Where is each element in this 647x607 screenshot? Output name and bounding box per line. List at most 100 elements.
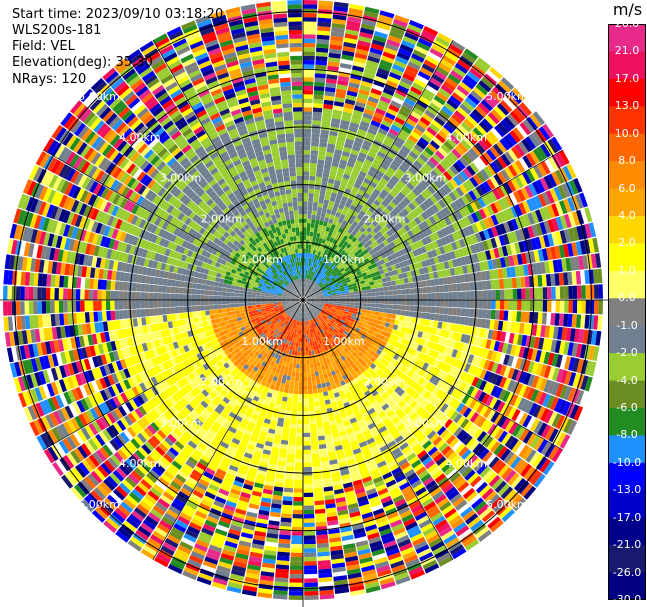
velocity-gate bbox=[332, 109, 343, 116]
velocity-gate bbox=[462, 181, 472, 192]
velocity-gate bbox=[281, 400, 287, 406]
velocity-gate bbox=[294, 376, 299, 382]
velocity-gate bbox=[372, 116, 383, 124]
velocity-gate bbox=[446, 168, 456, 178]
velocity-gate bbox=[456, 257, 463, 267]
velocity-gate bbox=[320, 256, 325, 262]
velocity-gate bbox=[347, 86, 359, 93]
velocity-gate bbox=[366, 292, 372, 297]
velocity-gate bbox=[383, 308, 389, 314]
velocity-gate bbox=[303, 244, 306, 249]
velocity-gate bbox=[281, 513, 292, 519]
velocity-gate bbox=[315, 513, 326, 519]
velocity-gate bbox=[316, 232, 321, 238]
velocity-gate bbox=[498, 211, 507, 223]
velocity-gate bbox=[304, 582, 318, 588]
velocity-gate bbox=[539, 235, 546, 249]
velocity-gate bbox=[572, 226, 580, 241]
velocity-gate bbox=[305, 278, 308, 284]
velocity-gate bbox=[303, 0, 318, 5]
velocity-gate bbox=[563, 213, 572, 228]
velocity-gate bbox=[310, 294, 315, 297]
velocity-gate bbox=[476, 271, 482, 281]
velocity-gate bbox=[287, 445, 296, 450]
velocity-gate bbox=[322, 108, 333, 114]
velocity-gate bbox=[312, 457, 320, 463]
velocity-gate bbox=[344, 103, 355, 110]
velocity-gate bbox=[471, 223, 479, 234]
velocity-gate bbox=[405, 294, 411, 300]
velocity-gate bbox=[433, 271, 439, 279]
velocity-gate bbox=[361, 206, 369, 214]
velocity-gate bbox=[462, 153, 473, 165]
velocity-gate bbox=[345, 292, 350, 296]
velocity-gate bbox=[483, 166, 493, 178]
velocity-gate bbox=[303, 128, 312, 134]
velocity-gate bbox=[428, 242, 435, 251]
velocity-gate bbox=[358, 124, 369, 132]
velocity-gate bbox=[367, 216, 375, 224]
velocity-gate bbox=[347, 272, 353, 277]
velocity-gate bbox=[331, 161, 339, 168]
velocity-gate bbox=[334, 268, 340, 273]
velocity-gate bbox=[378, 99, 390, 108]
velocity-gate bbox=[330, 122, 340, 128]
velocity-gate bbox=[365, 155, 375, 163]
velocity-gate bbox=[314, 259, 319, 264]
velocity-gate bbox=[304, 265, 307, 271]
velocity-gate bbox=[352, 61, 366, 68]
velocity-gate bbox=[329, 275, 335, 280]
velocity-gate bbox=[326, 222, 332, 228]
velocity-gate bbox=[362, 263, 368, 269]
velocity-gate bbox=[341, 196, 348, 202]
velocity-gate bbox=[324, 95, 335, 101]
velocity-gate bbox=[506, 93, 519, 107]
velocity-gate bbox=[537, 249, 545, 262]
velocity-gate bbox=[555, 286, 561, 299]
velocity-gate bbox=[361, 286, 367, 291]
velocity-gate bbox=[321, 116, 332, 123]
velocity-gate bbox=[517, 288, 522, 300]
velocity-gate bbox=[414, 103, 426, 113]
velocity-gate bbox=[318, 224, 323, 230]
velocity-gate bbox=[448, 224, 456, 234]
velocity-gate bbox=[346, 249, 352, 255]
velocity-gate bbox=[385, 276, 391, 282]
velocity-gate bbox=[466, 71, 481, 83]
velocity-gate bbox=[440, 300, 445, 307]
velocity-gate bbox=[396, 268, 403, 275]
velocity-gate bbox=[481, 136, 493, 149]
velocity-gate bbox=[375, 154, 384, 163]
velocity-gate bbox=[393, 92, 406, 101]
velocity-gate bbox=[318, 265, 323, 271]
velocity-gate bbox=[304, 569, 318, 575]
velocity-gate bbox=[507, 220, 515, 232]
velocity-gate bbox=[365, 252, 372, 258]
velocity-gate bbox=[387, 255, 393, 262]
velocity-gate bbox=[469, 300, 475, 309]
velocity-gate bbox=[360, 260, 366, 266]
velocity-gate bbox=[297, 346, 301, 352]
velocity-gate bbox=[373, 210, 381, 217]
velocity-gate bbox=[502, 135, 514, 148]
velocity-gate bbox=[418, 231, 425, 240]
velocity-gate bbox=[360, 239, 367, 246]
velocity-gate bbox=[303, 85, 314, 91]
velocity-gate bbox=[331, 287, 336, 291]
velocity-gate bbox=[509, 90, 522, 105]
velocity-gate bbox=[296, 424, 303, 429]
velocity-gate bbox=[459, 103, 472, 115]
velocity-gate bbox=[408, 166, 418, 176]
velocity-gate bbox=[303, 150, 311, 155]
velocity-gate bbox=[489, 146, 500, 159]
velocity-gate bbox=[425, 235, 432, 244]
velocity-gate bbox=[350, 297, 355, 300]
velocity-gate bbox=[387, 35, 402, 44]
velocity-gate bbox=[326, 250, 331, 256]
velocity-gate bbox=[332, 280, 338, 285]
velocity-gate bbox=[363, 229, 370, 237]
velocity-gate bbox=[431, 300, 436, 307]
velocity-gate bbox=[313, 289, 318, 293]
velocity-gate bbox=[478, 300, 483, 309]
velocity-gate bbox=[402, 247, 409, 255]
